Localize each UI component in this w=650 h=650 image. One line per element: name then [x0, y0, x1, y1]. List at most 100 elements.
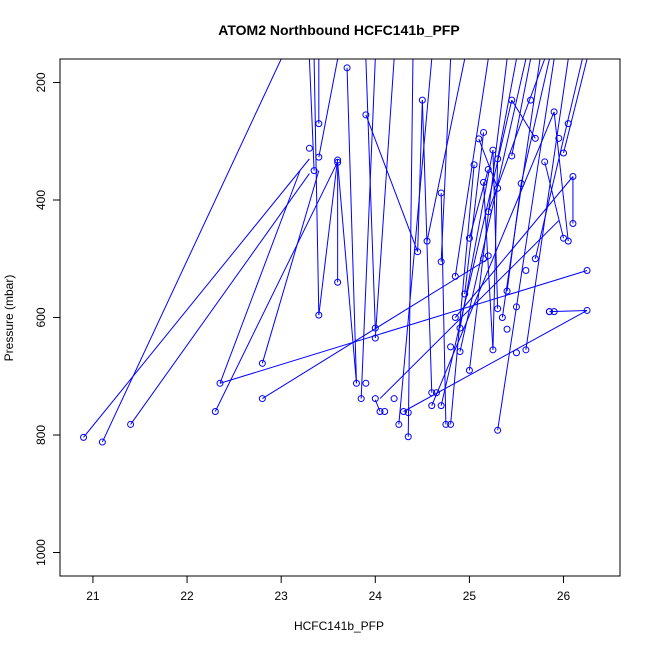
data-segment — [525, 59, 569, 350]
data-point — [569, 173, 577, 180]
x-axis: 21 22 23 24 25 26 — [86, 575, 571, 603]
data-point — [451, 272, 459, 280]
data-segment — [459, 59, 527, 352]
x-tick-label: 22 — [180, 589, 194, 603]
data-point — [362, 379, 370, 387]
data-point — [418, 96, 426, 104]
data-point — [357, 395, 365, 403]
data-segment — [398, 59, 433, 425]
data-segment — [83, 158, 310, 438]
y-tick-label: 600 — [34, 307, 48, 327]
data-point — [569, 220, 577, 227]
data-point — [489, 346, 497, 354]
chart-title: ATOM2 Northbound HCFC141b_PFP — [218, 22, 459, 38]
x-tick-label: 26 — [557, 589, 571, 603]
data-segment — [520, 59, 550, 184]
data-segment — [360, 59, 376, 399]
data-point — [541, 158, 549, 166]
data-point — [447, 343, 455, 351]
x-tick-label: 24 — [369, 589, 383, 603]
data-segment — [417, 100, 423, 252]
data-point — [560, 149, 568, 157]
data-segment — [379, 220, 560, 399]
data-point — [352, 379, 360, 387]
data-point — [512, 303, 520, 311]
data-point — [437, 402, 445, 410]
data-segment — [318, 158, 339, 316]
data-point — [480, 178, 488, 186]
x-tick-label: 23 — [274, 589, 288, 603]
plot-frame — [59, 58, 621, 577]
data-point — [465, 366, 473, 374]
data-point — [305, 144, 313, 152]
data-segment — [130, 173, 310, 425]
data-points — [80, 64, 591, 446]
data-segment — [501, 59, 541, 318]
data-point — [508, 96, 516, 104]
data-point — [428, 389, 436, 397]
data-point — [484, 165, 492, 173]
data-point — [461, 290, 469, 298]
y-tick-label: 800 — [34, 425, 48, 445]
data-point — [451, 314, 459, 321]
data-segment — [478, 138, 499, 189]
data-segment — [468, 169, 489, 239]
data-point — [494, 184, 502, 192]
data-point — [564, 120, 572, 128]
data-point — [442, 420, 450, 428]
data-point — [545, 308, 553, 316]
data-point — [475, 135, 483, 143]
data-segment — [440, 100, 513, 406]
data-segment — [487, 59, 546, 212]
data-segment — [450, 164, 475, 425]
data-point — [564, 237, 572, 245]
data-point — [334, 158, 342, 166]
data-point — [400, 408, 408, 415]
data-point — [480, 128, 488, 136]
data-point — [494, 426, 502, 434]
data-segment — [219, 270, 588, 384]
data-point — [390, 395, 398, 403]
x-tick-label: 21 — [86, 589, 100, 603]
data-point — [494, 155, 502, 163]
data-segment — [337, 162, 357, 384]
data-segment — [365, 59, 376, 329]
y-tick-label: 400 — [34, 190, 48, 210]
data-point — [258, 359, 266, 367]
data-point — [258, 395, 266, 403]
y-tick-label: 200 — [34, 72, 48, 92]
data-point — [503, 325, 511, 333]
data-point — [517, 180, 525, 188]
data-point — [531, 255, 539, 263]
data-segment — [454, 176, 574, 318]
data-segment — [261, 170, 320, 364]
data-segment — [313, 59, 320, 316]
data-segment — [440, 192, 447, 425]
data-point — [498, 314, 506, 321]
data-point — [334, 156, 342, 164]
data-point — [503, 287, 511, 295]
data-segment — [421, 100, 433, 393]
x-tick-label: 25 — [463, 589, 477, 603]
data-segment — [483, 182, 494, 350]
data-segment — [497, 59, 517, 159]
data-segment — [374, 59, 395, 339]
data-point — [343, 64, 351, 72]
data-point — [512, 349, 520, 357]
data-segment — [515, 59, 555, 308]
data-point — [315, 153, 323, 161]
data-point — [583, 306, 591, 314]
y-tick-label: 1000 — [34, 539, 48, 566]
data-point — [456, 348, 464, 356]
data-point — [555, 134, 563, 142]
data-point — [494, 305, 502, 313]
data-point — [216, 379, 224, 387]
data-segment — [497, 306, 517, 431]
data-segment — [549, 309, 588, 313]
data-segment — [308, 59, 315, 171]
data-segment — [506, 183, 522, 292]
data-point — [414, 248, 422, 256]
data-point — [371, 334, 379, 342]
data-point — [371, 395, 379, 403]
